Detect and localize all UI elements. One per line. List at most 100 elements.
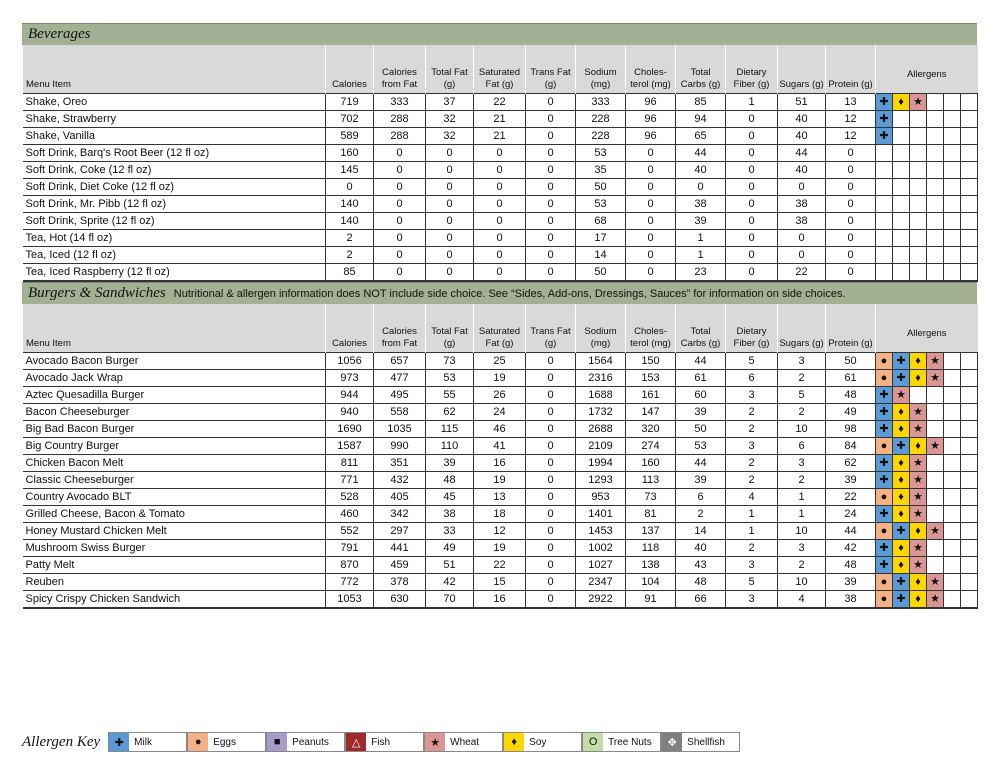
- allergen-empty-cell: [909, 161, 927, 179]
- allergen-empty-cell: [926, 127, 944, 145]
- nutrition-value: 1: [675, 229, 726, 247]
- allergen-empty-cell: [943, 573, 961, 591]
- column-header: Sodium (mg): [575, 45, 626, 94]
- dot-icon: ●: [875, 522, 893, 540]
- nutrition-value: 0: [373, 195, 426, 213]
- nutrition-value: 65: [675, 127, 726, 145]
- allergen-empty-cell: [943, 195, 961, 213]
- nutrition-value: 91: [625, 590, 676, 609]
- nutrition-value: 3: [725, 386, 778, 404]
- nutrition-value: 1035: [373, 420, 426, 438]
- nutrition-value: 0: [525, 420, 576, 438]
- nutrition-value: 288: [373, 110, 426, 128]
- nutrition-value: 19: [473, 471, 526, 489]
- allergen-empty-cell: [943, 246, 961, 264]
- column-header: Calories: [325, 304, 374, 353]
- table-row: Avocado Bacon Burger 1056 657 73 25 0 1564 150 4…: [22, 352, 979, 370]
- nutrition-value: 342: [373, 505, 426, 523]
- allergen-empty-cell: [875, 178, 893, 196]
- allergen-empty-cell: [909, 212, 927, 230]
- allergen-empty-cell: [943, 127, 961, 145]
- menu-item-name: Aztec Quesadilla Burger: [22, 386, 326, 404]
- allergen-empty-cell: [943, 178, 961, 196]
- allergen-label: Eggs: [208, 733, 266, 751]
- section-header: Burgers & Sandwiches Nutritional & allerg…: [22, 282, 977, 304]
- allergen-empty-cell: [943, 144, 961, 162]
- nutrition-value: 1: [777, 488, 826, 506]
- nutrition-value: 460: [325, 505, 374, 523]
- nutrition-value: 0: [525, 488, 576, 506]
- nutrition-value: 1002: [575, 539, 626, 557]
- table-row: Reuben 772 378 42 15 0 2347 104 48 5 10 39 ● ✚ ♦ ★: [22, 573, 979, 591]
- nutrition-value: 22: [825, 488, 876, 506]
- diamond-icon: ♦: [892, 454, 910, 472]
- nutrition-value: 1056: [325, 352, 374, 370]
- diamond-icon: ♦: [909, 590, 927, 609]
- star-icon: ★: [909, 454, 927, 472]
- nutrition-value: 2: [325, 229, 374, 247]
- nutrition-value: 0: [525, 556, 576, 574]
- allergen-empty-cell: [926, 454, 944, 472]
- nutrition-value: 3: [725, 590, 778, 609]
- allergen-empty-cell: [892, 110, 910, 128]
- nutrition-value: 0: [625, 212, 676, 230]
- nutrition-value: 0: [373, 178, 426, 196]
- nutrition-value: 16: [473, 454, 526, 472]
- cross-icon: ✚: [875, 110, 893, 128]
- allergen-empty-cell: [875, 212, 893, 230]
- allergen-key-title: Allergen Key: [22, 733, 101, 750]
- allergen-empty-cell: [926, 505, 944, 523]
- column-header: Protein (g): [825, 45, 876, 94]
- nutrition-value: 84: [825, 437, 876, 455]
- menu-item-name: Soft Drink, Coke (12 fl oz): [22, 161, 326, 179]
- table-row: Tea, Hot (14 fl oz) 2 0 0 0 0 17 0 1 0 0 0: [22, 229, 979, 247]
- nutrition-value: 1027: [575, 556, 626, 574]
- nutrition-value: 771: [325, 471, 374, 489]
- menu-item-name: Big Bad Bacon Burger: [22, 420, 326, 438]
- nutrition-value: 39: [675, 403, 726, 421]
- cross-icon: ✚: [892, 352, 910, 370]
- nutrition-value: 44: [675, 352, 726, 370]
- menu-item-name: Soft Drink, Sprite (12 fl oz): [22, 212, 326, 230]
- cross-icon: ✚: [875, 471, 893, 489]
- allergen-key: Allergen Key ✚ Milk ● Eggs ■ Peanuts △ Fish ★ Whe…: [22, 732, 741, 752]
- nutrition-value: 589: [325, 127, 374, 145]
- column-header: Menu Item: [22, 304, 326, 353]
- nutrition-value: 5: [777, 386, 826, 404]
- star-icon: ★: [926, 590, 944, 609]
- nutrition-value: 161: [625, 386, 676, 404]
- allergen-empty-cell: [943, 420, 961, 438]
- diamond-icon: ♦: [909, 352, 927, 370]
- allergen-empty-cell: [926, 195, 944, 213]
- nutrition-value: 0: [725, 127, 778, 145]
- allergen-key-item: ✥ Shellfish: [661, 732, 741, 752]
- nutrition-value: 2: [725, 539, 778, 557]
- nutrition-value: 0: [373, 246, 426, 264]
- nutrition-value: 43: [675, 556, 726, 574]
- cross-icon: ✚: [875, 386, 893, 404]
- menu-item-name: Avocado Bacon Burger: [22, 352, 326, 370]
- star-icon: ★: [909, 505, 927, 523]
- nutrition-value: 1401: [575, 505, 626, 523]
- table-row: Soft Drink, Barq's Root Beer (12 fl oz) 1…: [22, 144, 979, 162]
- column-header: Saturated Fat (g): [473, 304, 526, 353]
- allergen-empty-cell: [875, 161, 893, 179]
- diamond-icon: ♦: [892, 471, 910, 489]
- nutrition-value: 48: [825, 556, 876, 574]
- nutrition-value: 10: [777, 522, 826, 540]
- allergen-empty-cell: [926, 93, 944, 111]
- allergen-empty-cell: [926, 420, 944, 438]
- nutrition-value: 73: [625, 488, 676, 506]
- nutrition-value: 495: [373, 386, 426, 404]
- nutrition-value: 630: [373, 590, 426, 609]
- nutrition-value: 1: [725, 505, 778, 523]
- allergen-empty-cell: [959, 505, 979, 523]
- section-title: Beverages: [28, 26, 91, 42]
- star-icon: ★: [926, 573, 944, 591]
- nutrition-value: 5: [725, 352, 778, 370]
- nutrition-value: 60: [675, 386, 726, 404]
- nutrition-value: 378: [373, 573, 426, 591]
- nutrition-value: 0: [525, 110, 576, 128]
- nutrition-value: 44: [777, 144, 826, 162]
- diamond-icon: ♦: [909, 369, 927, 387]
